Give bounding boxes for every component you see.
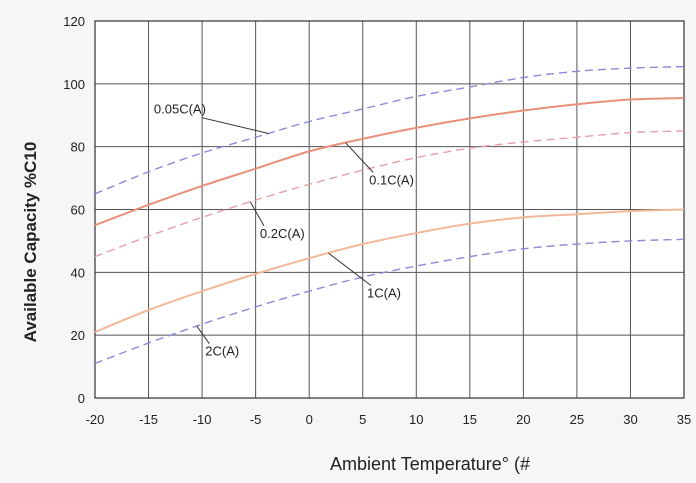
y-tick-label: 100 [63, 77, 85, 92]
series-line-1 [94, 96, 685, 227]
annotation-leader-3 [328, 252, 372, 286]
y-tick-label: 60 [71, 203, 85, 218]
x-tick-label: 0 [306, 412, 313, 427]
series-label-4: 2C(A) [205, 344, 239, 359]
x-tick-label: -5 [250, 412, 262, 427]
x-tick-label: 5 [359, 412, 366, 427]
series-line-4 [94, 238, 685, 365]
series-line-2 [94, 130, 685, 258]
y-tick-label: 40 [71, 265, 85, 280]
x-tick-label: -10 [193, 412, 212, 427]
y-tick-label: 80 [71, 140, 85, 155]
y-tick-label: 120 [63, 14, 85, 29]
x-tick-label: -15 [139, 412, 158, 427]
series-label-0: 0.05C(A) [154, 102, 206, 117]
x-tick-label: 10 [409, 412, 423, 427]
annotation-leader-4 [196, 325, 210, 344]
y-axis-label: Available Capacity %C10 [21, 142, 40, 343]
x-tick-label: -20 [86, 412, 105, 427]
x-axis-label: Ambient Temperature° (# [330, 454, 530, 474]
series-label-1: 0.1C(A) [369, 172, 414, 187]
x-tick-label: 15 [463, 412, 477, 427]
x-tick-label: 25 [570, 412, 584, 427]
y-tick-label: 20 [71, 328, 85, 343]
series-line-0 [94, 65, 685, 195]
y-tick-label: 0 [78, 391, 85, 406]
series-line-3 [94, 208, 685, 333]
annotation-leader-0 [201, 117, 269, 134]
series-label-3: 1C(A) [367, 285, 401, 300]
x-tick-label: 35 [677, 412, 691, 427]
x-tick-label: 30 [623, 412, 637, 427]
annotation-leader-1 [345, 142, 374, 173]
annotation-leader-2 [249, 201, 265, 227]
series-label-2: 0.2C(A) [260, 226, 305, 241]
x-tick-label: 20 [516, 412, 530, 427]
